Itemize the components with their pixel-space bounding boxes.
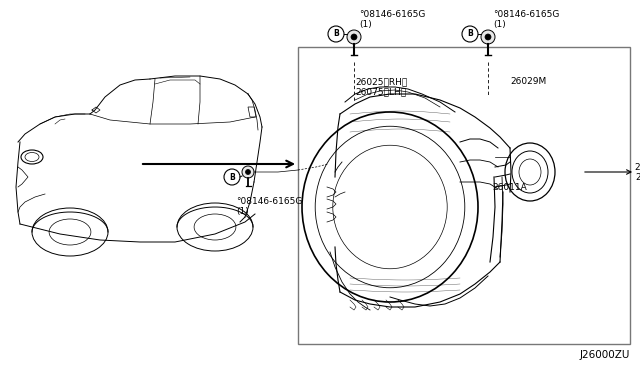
Circle shape: [224, 169, 240, 185]
Circle shape: [246, 170, 250, 174]
Circle shape: [242, 166, 254, 178]
Circle shape: [481, 30, 495, 44]
Circle shape: [462, 26, 478, 42]
Bar: [298, 47, 630, 344]
Text: 26011A: 26011A: [492, 183, 527, 192]
Text: 26025〈RH〉
26075〈LH〉: 26025〈RH〉 26075〈LH〉: [355, 77, 407, 96]
Text: °08146-6165G
(1): °08146-6165G (1): [493, 10, 559, 29]
Text: B: B: [333, 29, 339, 38]
Text: °08146-6165G
(1): °08146-6165G (1): [359, 10, 426, 29]
Circle shape: [351, 34, 357, 40]
Text: 26010 〈RH〉
26060〈LH〉: 26010 〈RH〉 26060〈LH〉: [635, 162, 640, 182]
Circle shape: [485, 34, 491, 40]
Text: °08146-6165G
(1): °08146-6165G (1): [236, 197, 302, 217]
Text: 26029M: 26029M: [510, 77, 547, 86]
Text: B: B: [229, 173, 235, 182]
Circle shape: [328, 26, 344, 42]
Text: J26000ZU: J26000ZU: [580, 350, 630, 360]
Text: B: B: [467, 29, 473, 38]
Circle shape: [347, 30, 361, 44]
